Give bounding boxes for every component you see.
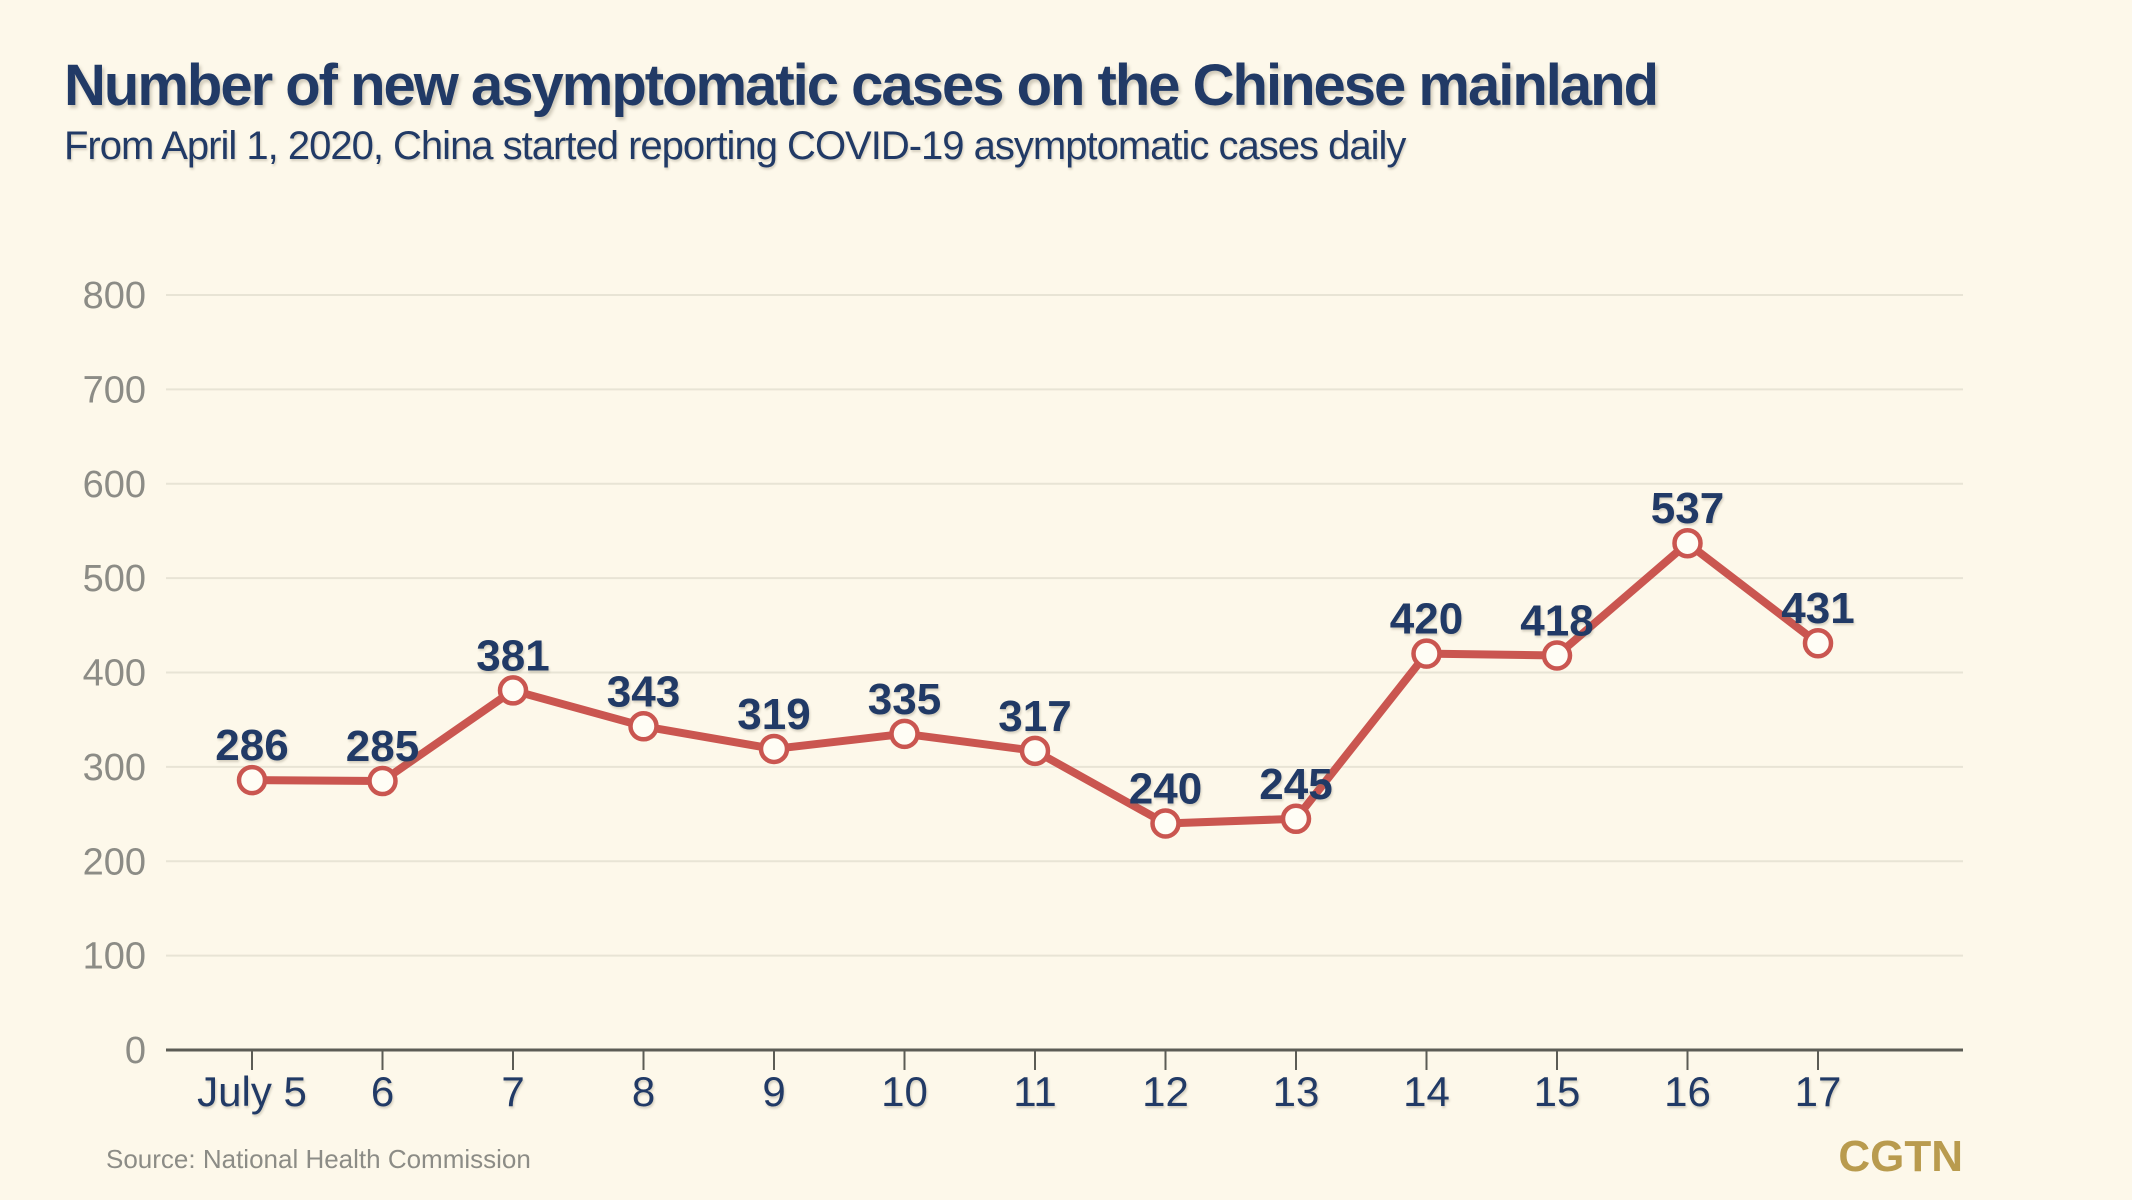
data-point-label: 420	[1390, 595, 1463, 644]
chart-title: Number of new asymptomatic cases on the …	[64, 53, 1659, 118]
series-line	[251, 539, 1821, 828]
data-point-marker	[628, 711, 659, 742]
data-point-marker	[1280, 803, 1312, 835]
y-tick-label: 400	[83, 653, 146, 695]
data-point-label: 319	[737, 690, 810, 739]
data-point-marker	[1150, 808, 1181, 839]
y-tick-label: 0	[125, 1030, 146, 1072]
x-tick-label: 10	[881, 1068, 928, 1115]
x-tick-label: July 5	[197, 1068, 307, 1115]
x-tick-label: 8	[632, 1068, 655, 1115]
data-point-label: 317	[998, 692, 1071, 741]
data-point-marker	[889, 718, 920, 750]
data-point-label: 418	[1520, 597, 1593, 646]
y-tick-label: 500	[83, 558, 146, 600]
data-point-label: 286	[215, 721, 288, 770]
x-tick-label: 7	[501, 1068, 524, 1115]
x-tick-label: 12	[1142, 1068, 1189, 1115]
x-tick-label: 6	[371, 1068, 394, 1115]
data-point-label: 343	[607, 667, 680, 716]
data-point-label: 537	[1651, 484, 1724, 533]
y-tick-label: 700	[83, 369, 146, 411]
data-point-marker	[497, 675, 529, 706]
data-point-label: 381	[476, 631, 549, 680]
data-point-marker	[1411, 638, 1442, 669]
y-tick-label: 800	[83, 275, 146, 317]
data-point-marker	[758, 733, 790, 765]
data-point-label: 431	[1781, 584, 1854, 633]
data-point-marker	[1541, 640, 1573, 671]
cgtn-logo: CGTN	[1838, 1132, 1963, 1181]
data-point-label: 285	[346, 722, 419, 771]
x-tick-label: 15	[1534, 1068, 1581, 1115]
y-tick-label: 200	[83, 841, 146, 883]
data-point-marker	[367, 765, 398, 797]
x-tick-label: 17	[1795, 1068, 1842, 1115]
data-point-label: 335	[868, 675, 941, 724]
x-tick-label: 9	[762, 1068, 785, 1115]
data-point-marker	[236, 764, 268, 796]
x-tick-label: 14	[1403, 1068, 1450, 1115]
x-tick-label: 13	[1273, 1068, 1320, 1115]
data-point-marker	[1672, 527, 1703, 559]
x-tick-label: 11	[1013, 1068, 1057, 1115]
y-tick-label: 600	[83, 464, 146, 506]
chart-subtitle: From April 1, 2020, China started report…	[64, 124, 1406, 168]
data-point-marker	[1802, 627, 1834, 659]
data-point-marker	[1019, 735, 1051, 767]
y-tick-label: 100	[83, 936, 146, 978]
data-point-label: 245	[1259, 760, 1332, 809]
data-point-label: 240	[1129, 765, 1202, 814]
y-tick-label: 300	[83, 747, 146, 789]
x-tick-label: 16	[1664, 1068, 1711, 1115]
source-text: Source: National Health Commission	[106, 1144, 531, 1174]
